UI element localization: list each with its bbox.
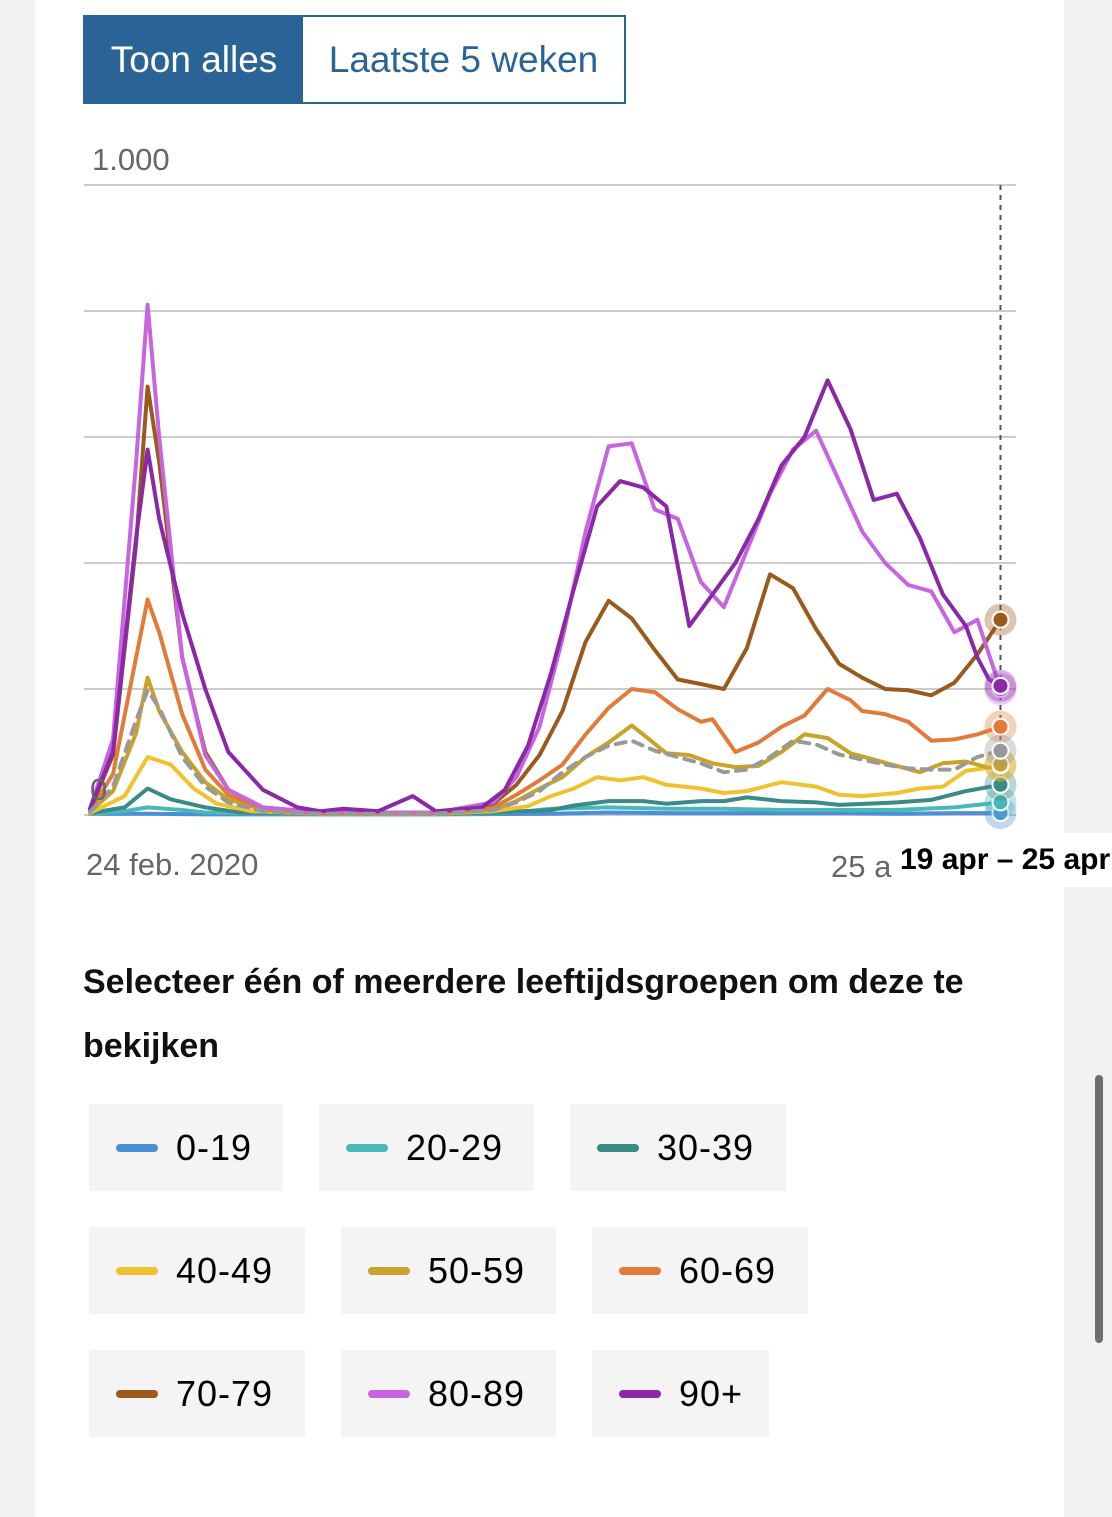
legend-heading: Selecteer één of meerdere leeftijdsgroep… [83,963,964,1065]
series-line [88,782,1003,816]
legend-swatch [368,1266,410,1275]
legend-label: 70-79 [176,1372,274,1414]
show-all-button[interactable]: Toon alles [85,17,303,102]
legend-button-20-29[interactable]: 20-29 [319,1104,534,1191]
data-point-marker [991,676,1010,695]
series-line [88,302,1003,815]
data-point-marker [991,775,1010,794]
hover-date-tooltip: 19 apr – 25 apr [896,833,1112,887]
legend-label: 80-89 [428,1372,526,1414]
series-line [88,378,1003,814]
line-chart[interactable] [0,0,1112,900]
legend-button-50-59[interactable]: 50-59 [341,1227,556,1314]
page-scrollbar[interactable] [1095,1075,1103,1343]
legend-swatch [597,1143,639,1152]
legend-button-90-plus[interactable]: 90+ [592,1350,769,1437]
legend-label: 20-29 [406,1126,504,1168]
legend-button-0-19[interactable]: 0-19 [89,1104,283,1191]
legend-label: 90+ [679,1372,744,1414]
series-line [88,755,1003,816]
legend-swatch [116,1266,158,1275]
legend-swatch [368,1389,410,1398]
data-point-marker [991,741,1010,760]
series-lines [88,302,1003,817]
legend-button-60-69[interactable]: 60-69 [592,1227,808,1314]
legend-button-70-79[interactable]: 70-79 [89,1350,305,1437]
legend-label: 40-49 [176,1249,274,1291]
legend-button-80-89[interactable]: 80-89 [341,1350,556,1437]
data-point-marker [991,610,1010,629]
data-point-marker [991,717,1010,736]
last-weeks-button[interactable]: Laatste 5 weken [303,17,624,102]
series-line [88,675,1003,816]
range-toggle: Toon alles Laatste 5 weken [83,15,626,104]
legend-swatch [116,1143,158,1152]
x-tick-label-end: 25 a [831,849,892,884]
legend-button-40-49[interactable]: 40-49 [89,1227,305,1314]
legend-label: 0-19 [176,1126,253,1168]
legend-swatch [619,1266,661,1275]
legend-label: 60-69 [679,1249,777,1291]
average-series-line [88,688,1003,816]
hover-markers [984,603,1017,830]
legend-label: 30-39 [657,1126,755,1168]
legend-button-30-39[interactable]: 30-39 [570,1104,786,1191]
data-point-marker [991,793,1010,812]
legend-swatch [619,1389,661,1398]
y-tick-label-zero: 0 [90,772,108,807]
x-tick-label-start: 24 feb. 2020 [86,847,259,882]
legend-label: 50-59 [428,1249,526,1291]
y-tick-label-max: 1.000 [92,142,170,177]
legend-swatch [346,1143,388,1152]
series-line [88,597,1003,816]
legend-swatch [116,1389,158,1398]
